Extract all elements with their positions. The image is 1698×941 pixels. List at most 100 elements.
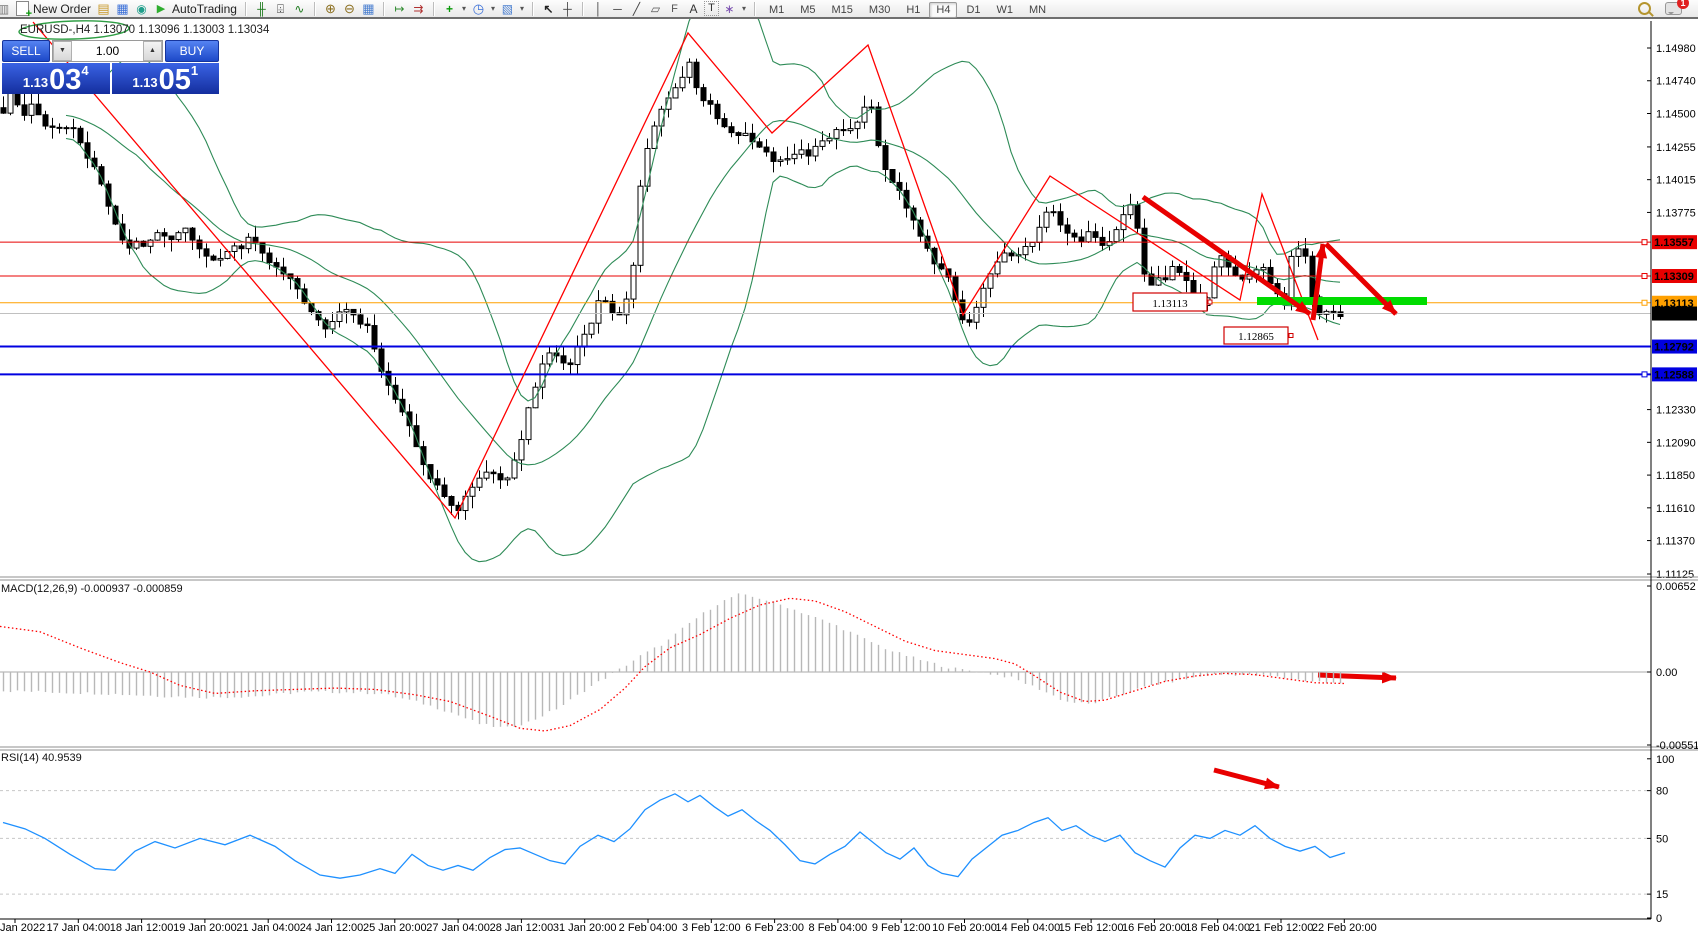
svg-text:1.11850: 1.11850	[1656, 470, 1695, 482]
notification-badge: 1	[1677, 0, 1689, 9]
search-icon[interactable]	[1638, 2, 1651, 15]
fibonacci-icon[interactable]: F	[671, 2, 678, 15]
svg-text:10 Feb 20:00: 10 Feb 20:00	[932, 922, 997, 934]
svg-text:24 Jan 12:00: 24 Jan 12:00	[300, 922, 364, 934]
timeframe-m30[interactable]: M30	[868, 3, 891, 16]
svg-text:6 Feb 23:00: 6 Feb 23:00	[745, 922, 804, 934]
svg-text:16 Feb 20:00: 16 Feb 20:00	[1122, 922, 1187, 934]
svg-text:1.14255: 1.14255	[1656, 142, 1696, 154]
toolbar-separator	[581, 1, 584, 16]
price-tag-box	[1223, 326, 1289, 345]
svg-text:80: 80	[1656, 786, 1668, 798]
svg-text:17 Jan 04:00: 17 Jan 04:00	[46, 922, 110, 934]
toolbar-separator	[432, 1, 435, 16]
periods-icon[interactable]: ◷	[472, 0, 485, 16]
volume-decrease-button[interactable]: ▼	[53, 41, 72, 61]
toolbar-separator	[244, 1, 247, 16]
zoom-out-icon[interactable]: ⊖	[344, 0, 355, 16]
volume-input[interactable]	[72, 41, 143, 61]
line-chart-icon[interactable]: ∿	[294, 1, 305, 16]
price-tag-box	[1132, 292, 1208, 312]
timeframe-h1[interactable]: H1	[906, 3, 921, 16]
svg-text:15: 15	[1656, 889, 1668, 901]
svg-text:28 Jan 12:00: 28 Jan 12:00	[490, 922, 554, 934]
channel-icon[interactable]: ▱	[650, 1, 661, 16]
toolbar-right-tools: 1	[1638, 0, 1694, 15]
data-window-icon[interactable]: ▦	[116, 0, 129, 16]
timeframe-w1[interactable]: W1	[996, 3, 1014, 16]
strategy-tester-icon[interactable]: ◉	[136, 1, 147, 16]
svg-text:1.12330: 1.12330	[1656, 405, 1696, 417]
toolbar-separator	[313, 1, 316, 16]
svg-text:25 Jan 20:00: 25 Jan 20:00	[363, 922, 427, 934]
svg-text:1.14500: 1.14500	[1656, 108, 1696, 120]
timeframe-mn[interactable]: MN	[1029, 3, 1047, 16]
crosshair-icon[interactable]: ┼	[563, 1, 572, 16]
templates-icon[interactable]: ▧	[501, 1, 514, 16]
indicators-dropdown-icon[interactable]: ▾	[461, 3, 466, 13]
text-label-icon[interactable]: T	[703, 1, 719, 16]
svg-text:1.11370: 1.11370	[1656, 536, 1695, 548]
periods-dropdown-icon[interactable]: ▾	[490, 3, 495, 13]
svg-text:31 Jan 20:00: 31 Jan 20:00	[553, 922, 617, 934]
zigzag-line	[32, 21, 1319, 520]
indicators-icon[interactable]: +	[445, 1, 453, 16]
macd-indicator-label: MACD(12,26,9) -0.000937 -0.000859	[1, 583, 183, 595]
arrows-dropdown-icon[interactable]: ▾	[741, 3, 746, 13]
bollinger-bands	[65, 0, 1341, 563]
svg-text:1.14740: 1.14740	[1656, 76, 1696, 88]
auto-scroll-icon[interactable]: ↦	[394, 1, 405, 16]
arrows-tool-icon[interactable]: ∗	[724, 1, 735, 16]
timeframe-m15[interactable]: M15	[831, 3, 853, 16]
svg-text:21 Feb 12:00: 21 Feb 12:00	[1249, 922, 1314, 934]
market-watch-icon[interactable]: ▤	[97, 0, 110, 16]
svg-text:27 Jan 04:00: 27 Jan 04:00	[426, 922, 490, 934]
svg-text:14 Jan 2022: 14 Jan 2022	[0, 922, 45, 934]
text-icon[interactable]: A	[689, 1, 698, 16]
symbol-circle-annotation	[18, 20, 130, 40]
svg-text:1.12090: 1.12090	[1656, 437, 1696, 449]
autotrading-button[interactable]: ▶ AutoTrading	[156, 1, 237, 16]
ask-price-display: 1.13 05 1	[111, 63, 219, 95]
zoom-in-icon[interactable]: ⊕	[325, 0, 336, 16]
timeframe-h4[interactable]: H4	[929, 1, 958, 18]
svg-text:14 Feb 04:00: 14 Feb 04:00	[995, 922, 1060, 934]
chart-shift-icon[interactable]: ⇉	[413, 1, 424, 16]
notifications-icon[interactable]: 1	[1665, 0, 1689, 15]
toolbar-separator	[753, 1, 756, 16]
vertical-line-icon[interactable]: │	[594, 1, 603, 16]
new-order-button[interactable]: + New Order	[16, 0, 91, 20]
timeframe-m1[interactable]: M1	[768, 3, 785, 16]
horizontal-line-icon[interactable]: ─	[613, 1, 622, 16]
green-support-bar	[1257, 297, 1427, 305]
svg-text:1.13557: 1.13557	[1654, 237, 1694, 249]
buy-button[interactable]: BUY	[165, 40, 219, 62]
red-trend-arrow	[1310, 243, 1328, 321]
rsi-pane: 100 80 50 15 0	[0, 754, 1674, 925]
svg-text:8 Feb 04:00: 8 Feb 04:00	[809, 922, 868, 934]
timeframe-d1[interactable]: D1	[966, 3, 981, 16]
volume-increase-button[interactable]: ▲	[143, 41, 162, 61]
timeframe-m5[interactable]: M5	[800, 3, 816, 16]
annotations: 1.13113 1.12865	[18, 20, 1427, 790]
bar-chart-icon[interactable]: ╫	[257, 1, 266, 16]
volume-field: ▼ ▲	[52, 40, 163, 62]
candlestick-chart-icon[interactable]: ⌹	[276, 1, 285, 16]
svg-text:2 Feb 04:00: 2 Feb 04:00	[619, 922, 678, 934]
timeframe-group: M1 M5 M15 M30 H1 H4 D1 W1 MN	[761, 0, 1054, 18]
templates-dropdown-icon[interactable]: ▾	[519, 3, 524, 13]
cursor-icon[interactable]: ↖	[543, 1, 554, 16]
red-trend-arrow	[1317, 671, 1397, 684]
svg-text:21 Jan 04:00: 21 Jan 04:00	[236, 922, 300, 934]
sell-button[interactable]: SELL	[2, 40, 50, 62]
trendline-icon[interactable]: ╱	[632, 1, 641, 16]
svg-text:22 Feb 20:00: 22 Feb 20:00	[1312, 922, 1377, 934]
svg-text:0.00652: 0.00652	[1656, 581, 1696, 593]
svg-text:100: 100	[1656, 754, 1674, 766]
tile-windows-icon[interactable]: ▦	[362, 0, 375, 16]
